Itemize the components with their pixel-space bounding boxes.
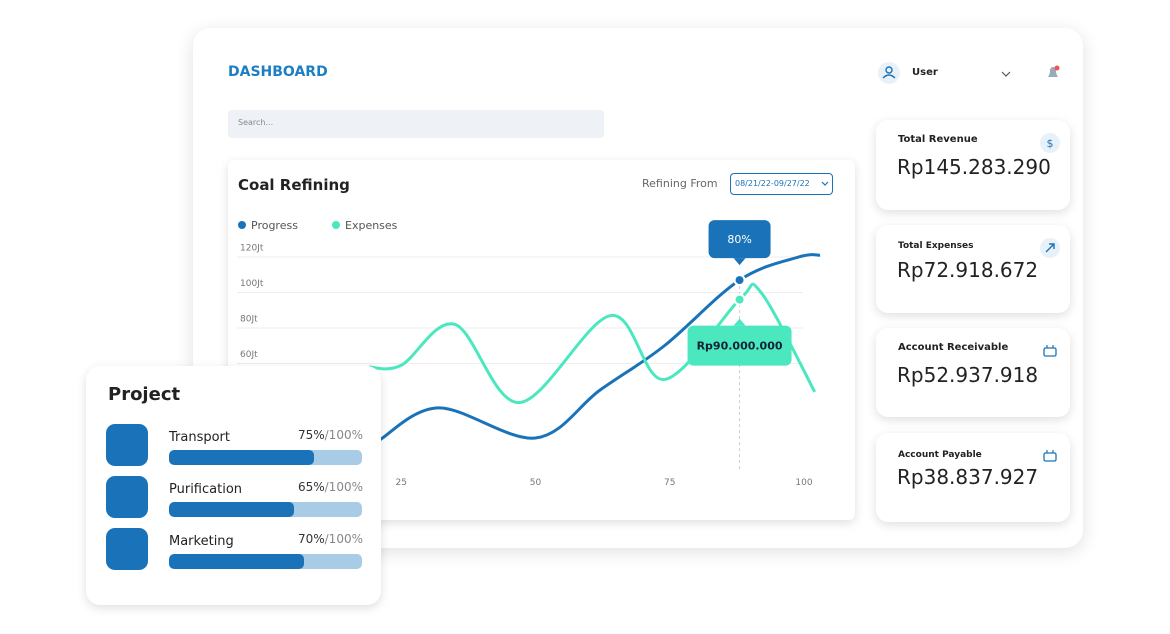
project-pct: 65%/100% — [256, 480, 363, 494]
filter-label: Refining From — [642, 177, 718, 190]
progress-track — [169, 502, 362, 517]
project-pct: 75%/100% — [256, 428, 363, 442]
stat-card — [876, 433, 1070, 522]
dollar-icon: $ — [1040, 133, 1060, 153]
progress-fill — [169, 450, 314, 465]
stat-label: Total Expenses — [898, 241, 974, 251]
progress-value: 70% — [297, 532, 325, 546]
date-range[interactable]: 08/21/22-09/27/22 — [735, 179, 810, 188]
progress-value: 75% — [297, 428, 325, 442]
stat-card — [876, 225, 1070, 313]
project-icon — [106, 476, 148, 518]
project-name: Purification — [169, 482, 243, 497]
wallet-icon — [1043, 450, 1057, 462]
stat-label: Total Revenue — [898, 134, 978, 145]
user-name[interactable]: User — [912, 67, 938, 78]
date-select[interactable] — [730, 173, 833, 195]
progress-value: 65% — [297, 480, 325, 494]
stat-label: Account Receivable — [898, 342, 1009, 353]
search-placeholder[interactable]: Search... — [238, 118, 274, 127]
progress-max: /100% — [324, 428, 363, 442]
wallet-icon — [1043, 345, 1057, 357]
project-card: Project Transport 75%/100% Purification 65%… — [86, 366, 381, 605]
stat-value: Rp38.837.927 — [897, 465, 1039, 489]
project-name: Transport — [169, 430, 231, 445]
progress-track — [169, 450, 362, 465]
project-pct: 70%/100% — [256, 532, 363, 546]
title: DASHBOARD — [228, 64, 328, 80]
arrow-icon — [1040, 238, 1060, 258]
project-icon — [106, 528, 148, 570]
progress-max: /100% — [324, 480, 363, 494]
progress-fill — [169, 502, 295, 517]
chart-title: Coal Refining — [238, 176, 350, 194]
stat-label: Account Payable — [898, 450, 982, 460]
user-icon[interactable] — [877, 61, 901, 85]
svg-text:$: $ — [1047, 137, 1054, 150]
search-bar[interactable] — [228, 110, 604, 138]
project-icon — [106, 424, 148, 466]
progress-max: /100% — [324, 532, 363, 546]
progress-fill — [169, 554, 305, 569]
dropdown-caret[interactable] — [1000, 70, 1012, 78]
stat-value: Rp52.937.918 — [897, 363, 1039, 387]
date-caret[interactable] — [820, 180, 830, 188]
bell-icon[interactable] — [1045, 64, 1061, 82]
stat-card — [876, 328, 1070, 417]
stat-value: Rp145.283.290 — [897, 155, 1051, 179]
project-name: Marketing — [169, 534, 234, 549]
stat-value: Rp72.918.672 — [897, 258, 1039, 282]
stat-card — [876, 120, 1070, 210]
progress-track — [169, 554, 362, 569]
project-title: Project — [108, 384, 181, 405]
